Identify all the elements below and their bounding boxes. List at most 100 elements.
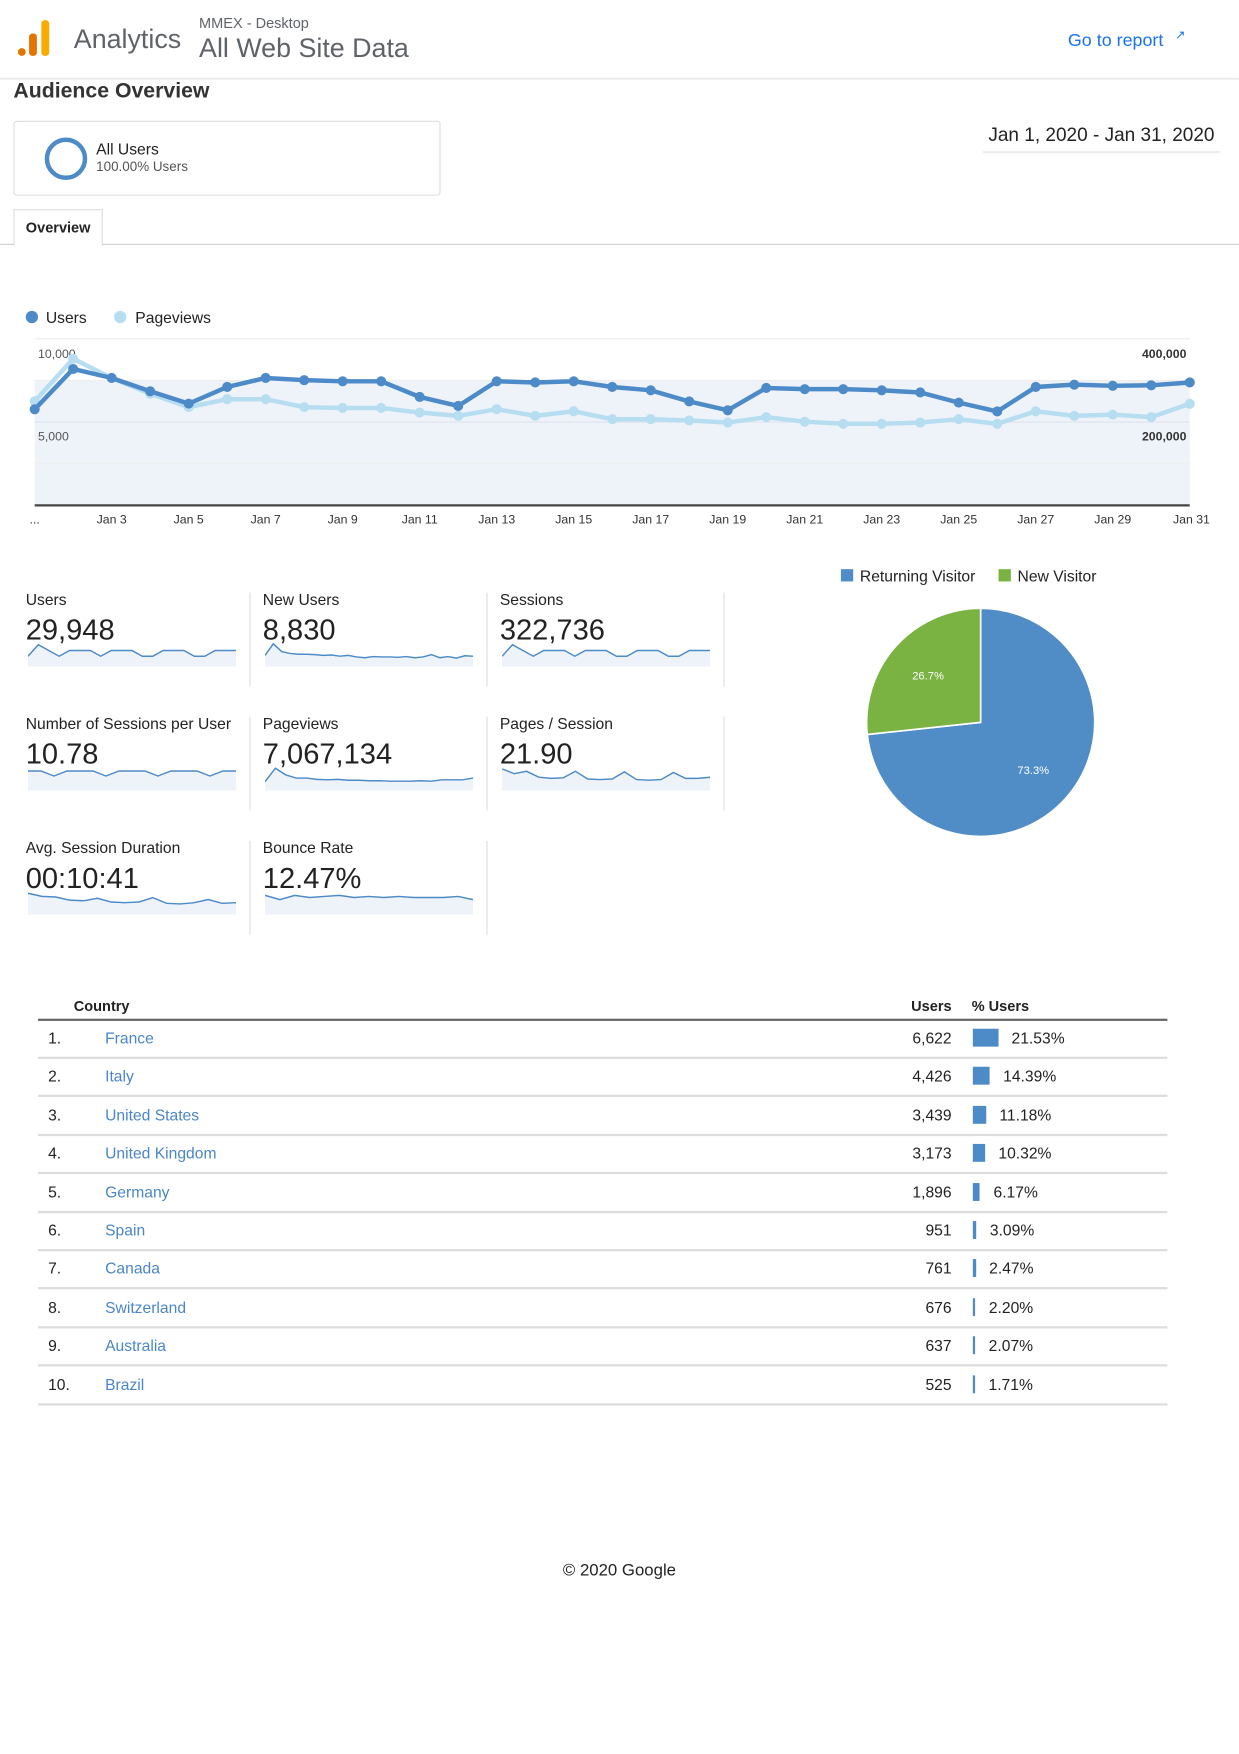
metric-tile[interactable]: Sessions 322,736 <box>500 590 712 679</box>
data-point-pageviews[interactable] <box>761 412 772 423</box>
table-row: 3. United States 3,439 11.18% <box>38 1096 1168 1136</box>
x-tick-label: Jan 3 <box>97 512 127 526</box>
data-point-pageviews[interactable] <box>1146 412 1157 423</box>
country-link[interactable]: Brazil <box>105 1374 145 1393</box>
metric-label: Bounce Rate <box>262 838 354 857</box>
data-point-users[interactable] <box>222 381 233 392</box>
data-point-users[interactable] <box>876 385 887 396</box>
data-point-users[interactable] <box>1146 380 1157 391</box>
data-point-users[interactable] <box>183 398 194 409</box>
data-point-users[interactable] <box>761 382 772 393</box>
x-tick-label: Jan 29 <box>1094 512 1131 526</box>
data-point-users[interactable] <box>1030 381 1041 392</box>
country-link[interactable]: Germany <box>105 1182 170 1201</box>
data-point-users[interactable] <box>568 376 579 387</box>
data-point-users[interactable] <box>838 384 849 395</box>
metric-tile[interactable]: Bounce Rate 12.47% <box>263 839 475 928</box>
data-point-pageviews[interactable] <box>838 418 849 429</box>
data-point-pageviews[interactable] <box>1107 409 1118 420</box>
row-rank: 9. <box>48 1336 62 1355</box>
table-header-divider <box>38 1018 1168 1021</box>
data-point-users[interactable] <box>607 381 618 392</box>
data-point-users[interactable] <box>799 384 810 395</box>
data-point-pageviews[interactable] <box>568 406 579 417</box>
data-point-users[interactable] <box>106 372 117 384</box>
data-point-pageviews[interactable] <box>337 402 348 413</box>
metric-tile[interactable]: Number of Sessions per User 10.78 <box>26 715 238 804</box>
data-point-pageviews[interactable] <box>222 394 233 405</box>
country-link[interactable]: Australia <box>105 1336 167 1355</box>
data-point-pageviews[interactable] <box>530 410 541 421</box>
country-link[interactable]: Italy <box>105 1067 134 1086</box>
pie-slice-new[interactable] <box>865 607 982 736</box>
data-point-pageviews[interactable] <box>992 418 1003 429</box>
legend-square-new-icon <box>998 569 1011 582</box>
data-point-pageviews[interactable] <box>799 416 810 427</box>
data-point-users[interactable] <box>299 375 310 386</box>
data-point-users[interactable] <box>1069 379 1080 390</box>
data-point-users[interactable] <box>260 372 271 384</box>
data-point-users[interactable] <box>1107 380 1118 391</box>
data-point-pageviews[interactable] <box>260 394 271 405</box>
data-point-users[interactable] <box>1184 377 1195 388</box>
country-link[interactable]: Switzerland <box>105 1298 187 1316</box>
legend-users[interactable]: Users <box>25 309 87 327</box>
data-point-pageviews[interactable] <box>491 404 502 415</box>
metric-sparkline <box>265 894 474 915</box>
metric-tile[interactable]: New Users 8,830 <box>263 590 475 679</box>
data-point-users[interactable] <box>491 376 502 387</box>
data-point-users[interactable] <box>530 377 541 388</box>
country-link[interactable]: Spain <box>105 1221 146 1239</box>
country-link[interactable]: United Kingdom <box>105 1144 217 1163</box>
data-point-users[interactable] <box>992 406 1003 417</box>
data-point-users[interactable] <box>453 400 464 411</box>
data-point-users[interactable] <box>68 363 79 375</box>
metric-tile[interactable]: Pages / Session 21.90 <box>500 715 712 804</box>
pct-bar <box>972 1028 999 1047</box>
data-point-users[interactable] <box>145 386 156 397</box>
x-tick-label: Jan 17 <box>632 512 669 526</box>
country-link[interactable]: Canada <box>105 1259 160 1278</box>
row-rank: 3. <box>48 1105 62 1124</box>
date-range-picker[interactable]: Jan 1, 2020 - Jan 31, 2020 <box>982 124 1220 154</box>
data-point-users[interactable] <box>645 385 656 396</box>
metric-tile[interactable]: Avg. Session Duration 00:10:41 <box>26 839 238 928</box>
data-point-users[interactable] <box>915 387 926 398</box>
data-point-users[interactable] <box>684 396 695 407</box>
data-point-pageviews[interactable] <box>299 402 310 413</box>
pct-bar <box>972 1336 976 1355</box>
metric-tile[interactable]: Pageviews 7,067,134 <box>263 715 475 804</box>
data-point-pageviews[interactable] <box>68 353 79 364</box>
data-point-pageviews[interactable] <box>414 407 425 418</box>
legend-pageviews[interactable]: Pageviews <box>114 309 211 327</box>
data-point-users[interactable] <box>337 376 348 387</box>
tab-overview[interactable]: Overview <box>13 209 103 247</box>
data-point-pageviews[interactable] <box>1069 410 1080 421</box>
data-point-pageviews[interactable] <box>915 417 926 428</box>
go-to-report-link[interactable]: Go to report ↗ <box>1068 28 1185 51</box>
segment-card[interactable]: All Users 100.00% Users <box>13 120 441 196</box>
data-point-pageviews[interactable] <box>722 417 733 428</box>
data-point-pageviews[interactable] <box>684 415 695 426</box>
data-point-pageviews[interactable] <box>876 418 887 429</box>
table-row: 4. United Kingdom 3,173 10.32% <box>38 1134 1168 1175</box>
table-row: 8. Switzerland 676 2.20% <box>38 1288 1168 1329</box>
table-row: 9. Australia 637 2.07% <box>38 1326 1168 1367</box>
data-point-pageviews[interactable] <box>607 414 618 425</box>
pie-legend-returning-label: Returning Visitor <box>859 566 976 585</box>
data-point-users[interactable] <box>414 391 425 402</box>
data-point-pageviews[interactable] <box>453 410 464 421</box>
data-point-pageviews[interactable] <box>953 414 964 425</box>
row-rank: 5. <box>48 1182 62 1201</box>
data-point-pageviews[interactable] <box>1184 398 1195 409</box>
data-point-pageviews[interactable] <box>1030 406 1041 417</box>
metric-tile[interactable]: Users 29,948 <box>26 590 238 679</box>
data-point-users[interactable] <box>722 405 733 416</box>
data-point-users[interactable] <box>376 376 387 387</box>
data-point-pageviews[interactable] <box>645 414 656 425</box>
data-point-pageviews[interactable] <box>376 402 387 413</box>
country-link[interactable]: United States <box>105 1105 200 1124</box>
data-point-users[interactable] <box>29 404 40 415</box>
country-link[interactable]: France <box>105 1028 154 1047</box>
data-point-users[interactable] <box>953 397 964 408</box>
